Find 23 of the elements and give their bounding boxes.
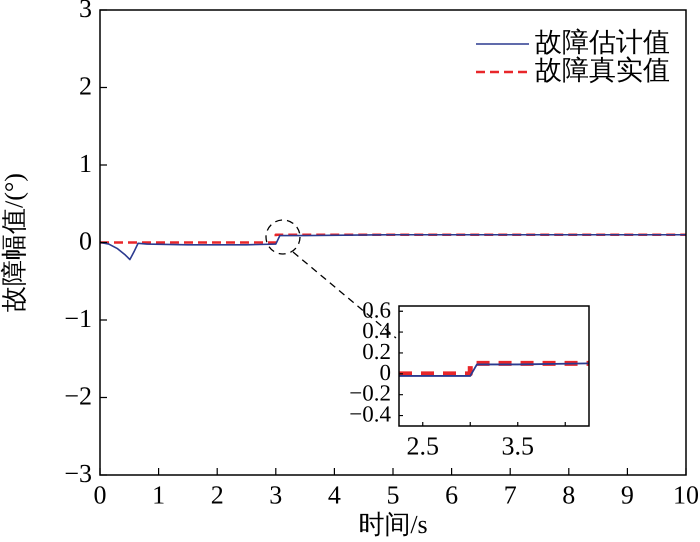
- y-tick-label: 1: [79, 148, 92, 178]
- x-axis-title: 时间/s: [358, 510, 428, 540]
- x-tick-label: 4: [328, 480, 341, 510]
- x-tick-label: 6: [445, 480, 458, 510]
- x-tick-label: 1: [152, 480, 166, 510]
- x-tick-label: 10: [673, 480, 699, 510]
- x-tick-label: 5: [386, 480, 400, 510]
- legend-label: 故障估计值: [535, 27, 670, 58]
- x-tick-label: 7: [504, 480, 517, 510]
- y-tick-label: 2: [79, 71, 92, 100]
- y-tick-label: −1: [64, 304, 92, 333]
- legend-label: 故障真实值: [535, 55, 670, 86]
- y-tick-label: 3: [79, 0, 92, 23]
- x-tick-label: 8: [562, 480, 576, 510]
- x-tick-label: 2.5: [406, 431, 439, 460]
- x-tick-label: 3: [269, 480, 282, 510]
- x-tick-label: 9: [620, 480, 634, 510]
- x-tick-label: 2: [210, 480, 224, 510]
- y-axis-title: 故障幅值/(°): [0, 173, 28, 312]
- y-tick-label: 0: [79, 226, 92, 256]
- y-tick-label: −2: [64, 381, 92, 410]
- y-tick-label: −3: [64, 458, 92, 488]
- x-tick-label: 3.5: [502, 431, 534, 460]
